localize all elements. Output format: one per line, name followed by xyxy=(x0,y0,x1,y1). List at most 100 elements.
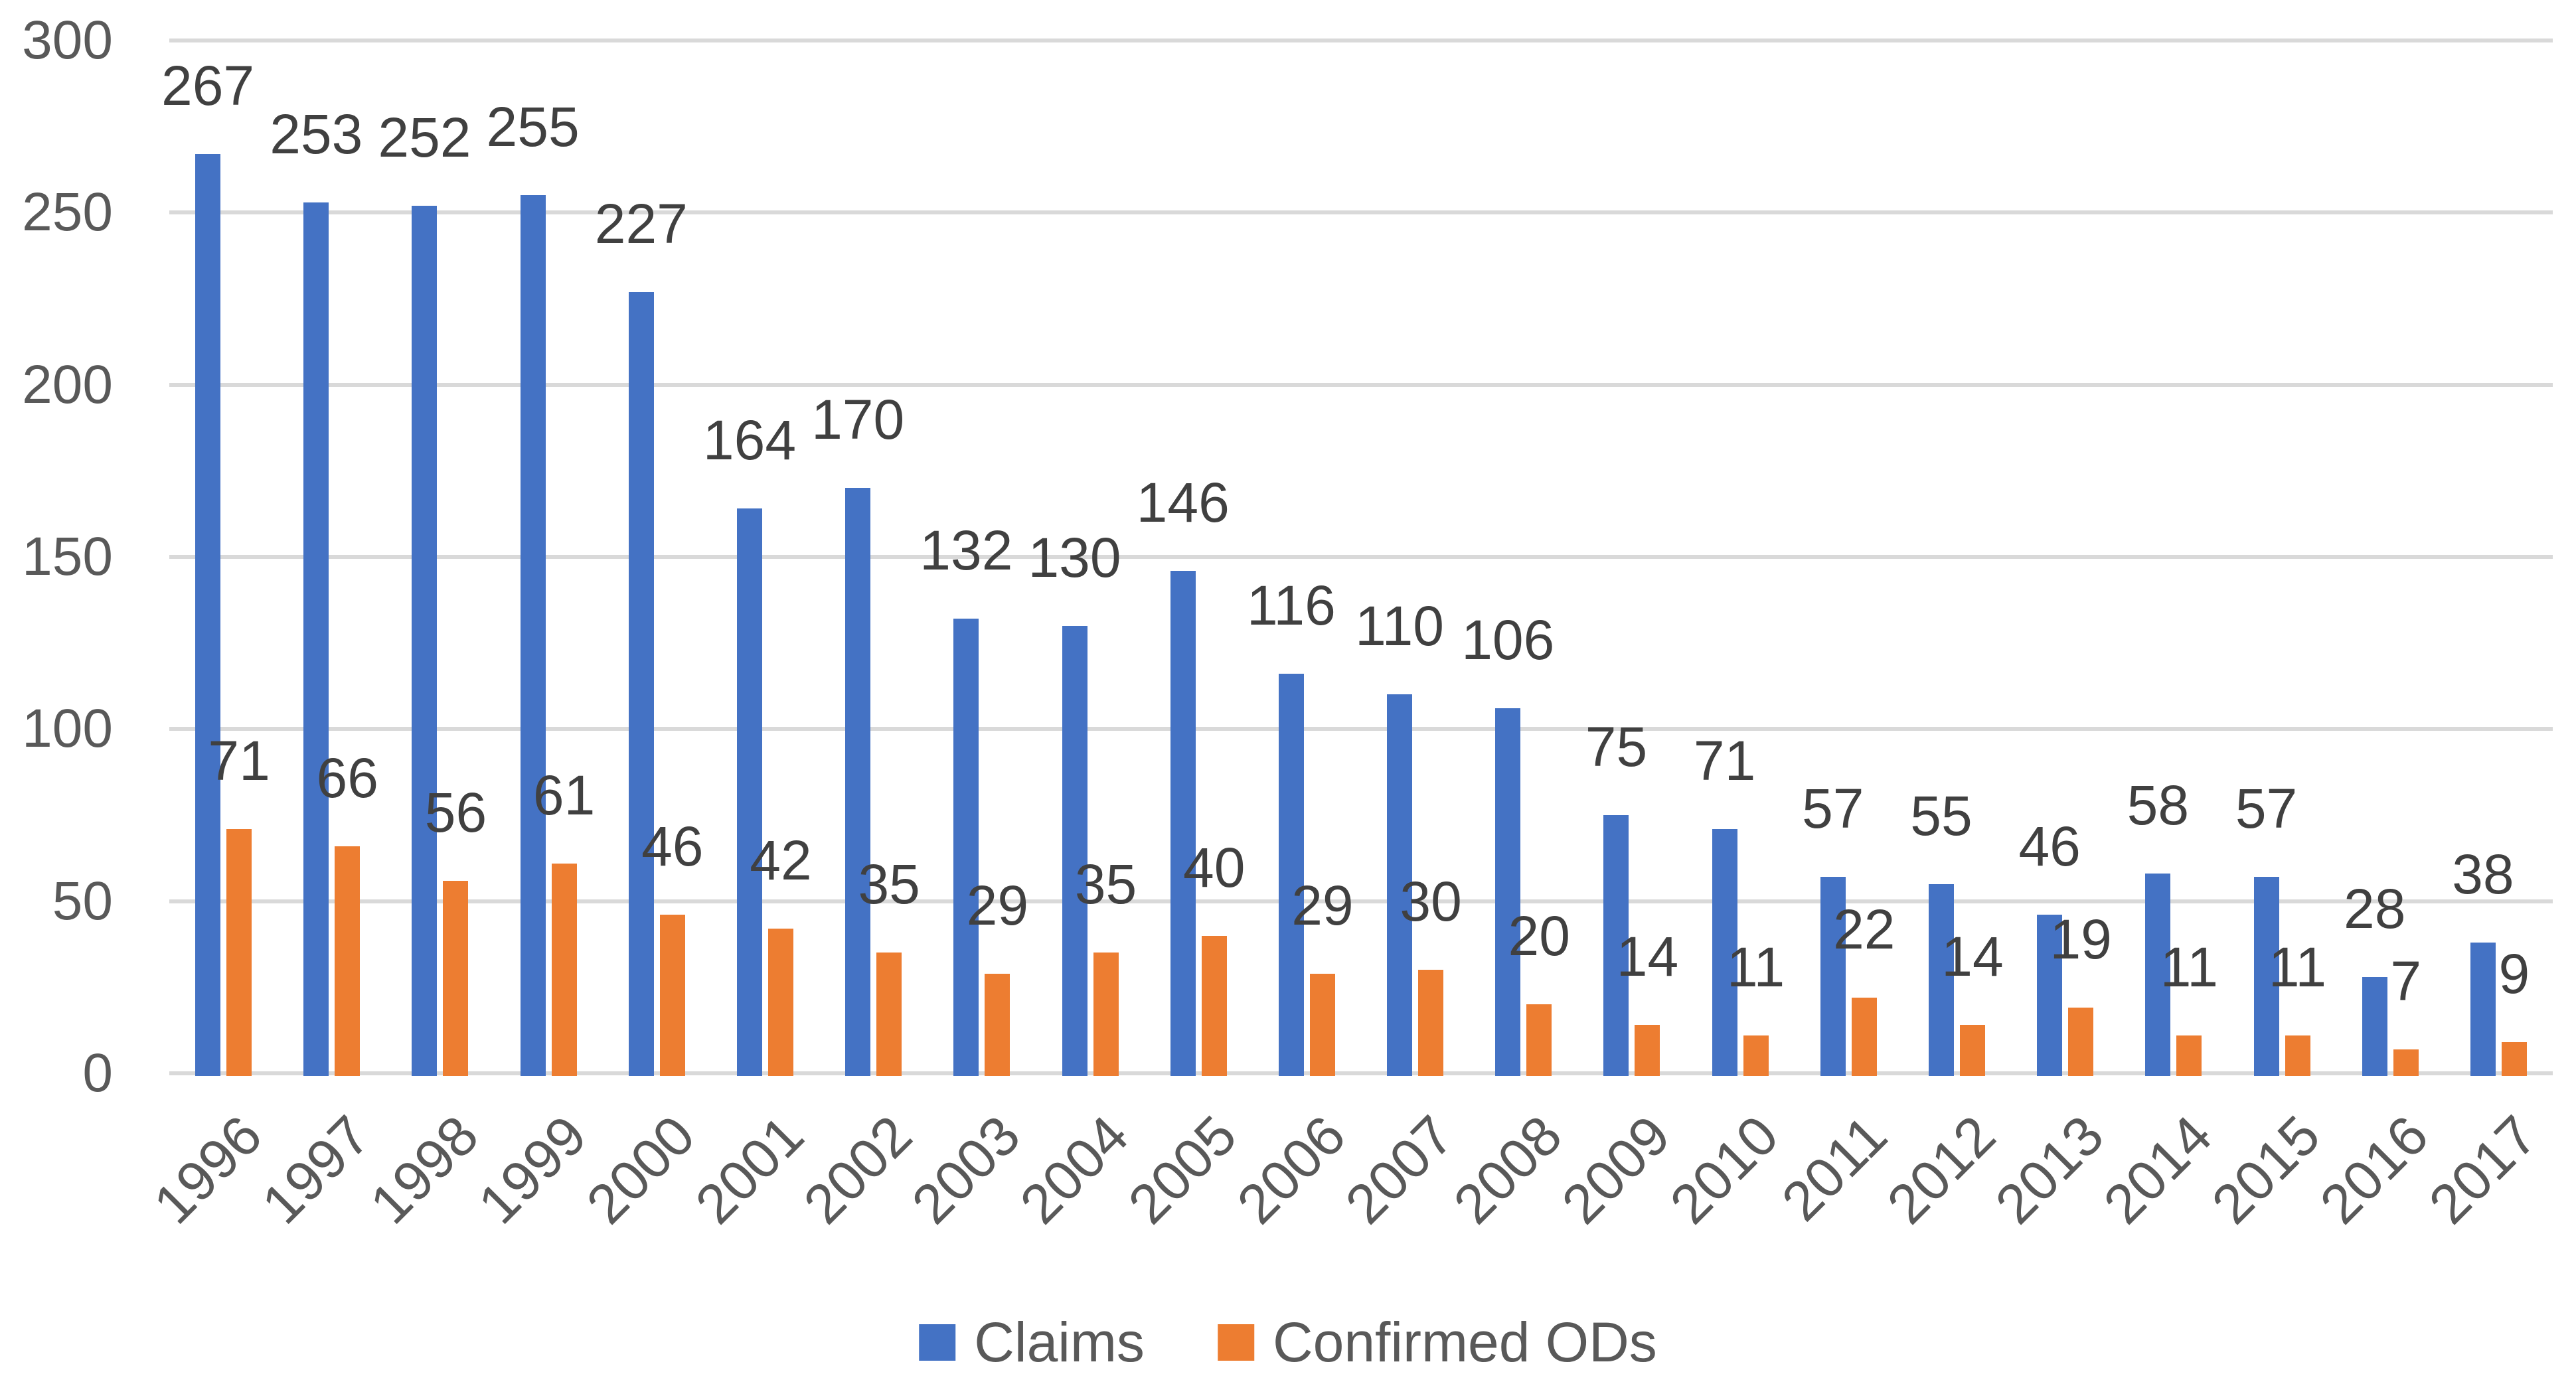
bar-claims-2003 xyxy=(953,619,979,1076)
data-label-claims-2013: 46 xyxy=(2018,815,2081,878)
data-label-confirmed-ods-2017: 9 xyxy=(2498,943,2530,1006)
legend-item-claims: Claims xyxy=(919,1309,1145,1374)
bar-claims-2005 xyxy=(1170,570,1196,1076)
bar-confirmed-ods-1996 xyxy=(226,828,252,1076)
data-label-confirmed-ods-2011: 22 xyxy=(1833,897,1895,960)
x-axis-tick-label-2003: 2003 xyxy=(900,1103,1032,1236)
data-label-confirmed-ods-2004: 35 xyxy=(1074,853,1137,916)
x-axis-tick-label-2012: 2012 xyxy=(1875,1103,2007,1236)
bar-claims-1997 xyxy=(303,202,329,1076)
gridline-0 xyxy=(169,1071,2553,1075)
bar-confirmed-ods-2012 xyxy=(1960,1025,1985,1076)
x-axis-tick-label-2010: 2010 xyxy=(1658,1103,1791,1236)
x-axis-tick-label-2015: 2015 xyxy=(2200,1103,2332,1236)
x-axis-tick-label-2014: 2014 xyxy=(2091,1103,2224,1236)
y-axis-tick-300: 300 xyxy=(22,10,113,70)
bar-confirmed-ods-2011 xyxy=(1851,997,1877,1076)
data-label-claims-2012: 55 xyxy=(1910,784,1972,847)
x-axis-tick-label-2000: 2000 xyxy=(574,1103,707,1236)
x-axis-tick-label-1999: 1999 xyxy=(466,1103,599,1236)
y-axis-tick-0: 0 xyxy=(82,1043,113,1103)
bar-claims-2001 xyxy=(737,508,762,1076)
data-label-confirmed-ods-2013: 19 xyxy=(2050,908,2112,971)
data-label-claims-2011: 57 xyxy=(1802,777,1864,840)
x-axis-tick-label-2008: 2008 xyxy=(1441,1103,1573,1236)
data-label-claims-2000: 227 xyxy=(594,192,688,255)
x-axis-tick-label-1998: 1998 xyxy=(358,1103,491,1236)
data-label-confirmed-ods-2012: 14 xyxy=(1941,925,2004,988)
data-label-confirmed-ods-2000: 46 xyxy=(641,815,704,878)
x-axis-tick-label-2002: 2002 xyxy=(791,1103,924,1236)
data-label-confirmed-ods-1997: 66 xyxy=(316,746,378,809)
bar-claims-2008 xyxy=(1495,708,1521,1076)
bar-confirmed-ods-2000 xyxy=(659,915,685,1076)
x-axis-tick-label-2016: 2016 xyxy=(2308,1103,2441,1236)
data-label-confirmed-ods-2007: 30 xyxy=(1400,870,1462,933)
data-label-claims-2009: 75 xyxy=(1585,716,1648,778)
bar-confirmed-ods-2002 xyxy=(876,953,902,1076)
data-label-claims-2002: 170 xyxy=(811,388,905,451)
bar-claims-2016 xyxy=(2362,976,2387,1076)
claims-swatch-icon xyxy=(919,1324,956,1361)
gridline-250 xyxy=(169,210,2553,215)
bar-confirmed-ods-2016 xyxy=(2393,1049,2419,1076)
data-label-confirmed-ods-2015: 11 xyxy=(2268,935,2327,998)
data-label-claims-2006: 116 xyxy=(1246,574,1336,637)
data-label-confirmed-ods-2001: 42 xyxy=(750,829,812,892)
bar-claims-2013 xyxy=(2037,915,2063,1076)
data-label-claims-2001: 164 xyxy=(702,409,797,472)
bar-claims-2004 xyxy=(1062,625,1087,1076)
bar-confirmed-ods-2014 xyxy=(2176,1035,2202,1076)
data-label-claims-1997: 253 xyxy=(270,102,363,165)
x-axis-tick-label-1997: 1997 xyxy=(250,1103,382,1236)
data-label-confirmed-ods-2008: 20 xyxy=(1508,905,1570,968)
bar-confirmed-ods-2013 xyxy=(2068,1008,2094,1076)
legend-item-confirmed-ods: Confirmed ODs xyxy=(1217,1309,1657,1374)
data-label-confirmed-ods-2003: 29 xyxy=(966,874,1029,937)
bar-claims-2017 xyxy=(2470,942,2496,1076)
gridline-100 xyxy=(169,727,2553,731)
data-label-confirmed-ods-1998: 56 xyxy=(424,781,487,844)
x-axis-tick-label-2006: 2006 xyxy=(1224,1103,1357,1236)
data-label-claims-2007: 110 xyxy=(1355,595,1445,658)
bar-confirmed-ods-2001 xyxy=(768,929,793,1076)
bar-confirmed-ods-2015 xyxy=(2285,1035,2310,1076)
bar-claims-2007 xyxy=(1387,694,1413,1076)
x-axis-tick-label-2011: 2011 xyxy=(1769,1103,1899,1233)
bar-claims-2000 xyxy=(628,291,654,1076)
bar-claims-2002 xyxy=(845,488,871,1076)
x-axis-tick-label-2017: 2017 xyxy=(2416,1103,2549,1236)
bar-confirmed-ods-2006 xyxy=(1309,973,1335,1076)
data-label-confirmed-ods-2016: 7 xyxy=(2390,949,2422,1012)
bar-claims-1999 xyxy=(520,195,546,1076)
bar-confirmed-ods-2017 xyxy=(2501,1042,2527,1076)
legend: Claims Confirmed ODs xyxy=(919,1309,1657,1374)
x-axis-tick-label-2007: 2007 xyxy=(1333,1103,1465,1236)
bar-confirmed-ods-2003 xyxy=(985,973,1010,1076)
x-axis-tick-label-2005: 2005 xyxy=(1116,1103,1249,1236)
bar-confirmed-ods-2008 xyxy=(1526,1004,1552,1076)
bar-claims-2011 xyxy=(1820,877,1846,1076)
data-label-confirmed-ods-1996: 71 xyxy=(208,729,270,792)
bar-claims-2015 xyxy=(2253,877,2279,1076)
bar-claims-1996 xyxy=(195,154,221,1076)
data-label-claims-1998: 252 xyxy=(378,106,471,169)
bar-confirmed-ods-2007 xyxy=(1418,970,1444,1076)
confirmed-ods-swatch-icon xyxy=(1217,1324,1254,1361)
data-label-confirmed-ods-2014: 11 xyxy=(2160,935,2218,998)
bar-confirmed-ods-1998 xyxy=(443,880,469,1076)
bar-claims-2009 xyxy=(1603,815,1629,1076)
data-label-claims-2017: 38 xyxy=(2452,842,2514,905)
data-label-confirmed-ods-2002: 35 xyxy=(858,853,920,916)
bar-claims-2010 xyxy=(1712,828,1737,1076)
data-label-confirmed-ods-1999: 61 xyxy=(532,763,596,826)
data-label-claims-2008: 106 xyxy=(1461,609,1555,672)
data-label-claims-2004: 130 xyxy=(1028,526,1121,589)
bar-claims-1998 xyxy=(412,205,438,1076)
bar-claims-2006 xyxy=(1278,674,1304,1076)
data-label-claims-1999: 255 xyxy=(486,96,580,159)
bar-confirmed-ods-2005 xyxy=(1201,935,1227,1076)
bar-confirmed-ods-1999 xyxy=(551,863,577,1076)
legend-label-claims: Claims xyxy=(974,1311,1145,1373)
data-label-claims-2016: 28 xyxy=(2344,877,2406,940)
